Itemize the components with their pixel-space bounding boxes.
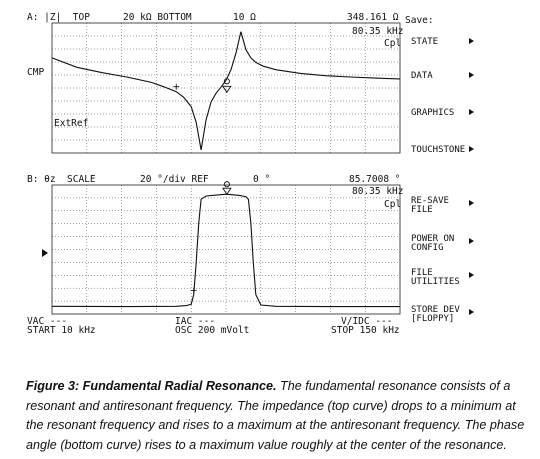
marker-a-symbol <box>223 78 230 85</box>
softkey-3[interactable]: TOUCHSTONE <box>409 145 481 169</box>
impedance-line <box>51 31 401 150</box>
softkey-label-line2: FILE <box>411 205 433 215</box>
softkey-label: TOUCHSTONE <box>411 145 466 155</box>
trace-b-phase <box>51 181 400 308</box>
softkey-6[interactable]: FILE UTILITIES <box>409 268 481 292</box>
phase-line <box>51 193 400 308</box>
footer-osc: OSC 200 mVolt <box>175 325 250 336</box>
panel-a-header-top: 20 kΩ BOTTOM <box>123 12 192 23</box>
caption-text: The fundamental resonance consists of a … <box>26 379 525 452</box>
softkey-label: STATE <box>411 37 439 47</box>
caption-label: Figure 3: Fundamental Radial Resonance. <box>26 379 277 393</box>
softkey-4[interactable]: RE-SAVE FILE <box>409 196 481 220</box>
marker-b-cross-icon <box>190 287 197 294</box>
panel-b-marker-freq: 80.35 kHz <box>352 186 404 197</box>
marker-a-cross-icon <box>173 83 180 90</box>
softkey-5[interactable]: POWER ON CONFIG <box>409 234 481 258</box>
softkey-label: RE-SAVE <box>411 196 449 206</box>
softkey-label: FILE <box>411 268 433 278</box>
marker-b-symbol <box>223 181 230 188</box>
softkey-arrow-icon <box>469 238 474 244</box>
softkey-label-line2: [FLOPPY] <box>411 314 455 324</box>
panel-a-header-bottom: 10 Ω <box>233 12 256 23</box>
softkey-label: DATA <box>411 71 433 81</box>
softkey-1[interactable]: DATA <box>409 71 481 95</box>
softkey-2[interactable]: GRAPHICS <box>409 108 481 132</box>
panel-b-header-scale: 20 °/div REF <box>140 174 209 185</box>
softkey-arrow-icon <box>469 109 474 115</box>
footer-vac: VAC --- <box>27 316 68 327</box>
softkey-arrow-icon <box>469 200 474 206</box>
footer-stop: STOP 150 kHz <box>331 325 400 336</box>
softkey-label-line2: CONFIG <box>411 243 444 253</box>
softkey-0[interactable]: STATE <box>409 37 481 61</box>
panel-b-header-ref: 0 ° <box>253 174 271 185</box>
softkey-arrow-icon <box>469 272 474 278</box>
softkey-arrow-icon <box>469 146 474 152</box>
footer-vidc: V/IDC --- <box>341 316 393 327</box>
panel-a-marker-freq: 80.35 kHz <box>352 26 404 37</box>
softkey-arrow-icon <box>469 72 474 78</box>
panel-b-mode: Cpl <box>384 199 402 210</box>
grid-b <box>51 184 401 315</box>
marker-a-icon <box>222 85 232 94</box>
footer-start: START 10 kHz <box>27 325 96 336</box>
marker-b-icon <box>222 187 232 196</box>
figure-caption: Figure 3: Fundamental Radial Resonance. … <box>26 377 526 455</box>
panel-a-header-left: A: |Z| TOP <box>27 12 90 23</box>
softkey-label-line2: UTILITIES <box>411 277 460 287</box>
panel-b-ref-pointer-icon <box>42 249 48 257</box>
panel-a-cmp-label: CMP <box>27 67 45 78</box>
softkey-title: Save: <box>405 15 434 26</box>
trace-a-impedance <box>51 31 401 150</box>
softkey-7[interactable]: STORE DEV [FLOPPY] <box>409 305 481 329</box>
softkey-arrow-icon <box>469 38 474 44</box>
softkey-arrow-icon <box>469 309 474 315</box>
softkey-label: POWER ON <box>411 234 455 244</box>
footer-iac: IAC --- <box>175 316 216 327</box>
softkey-label: STORE DEV <box>411 305 460 315</box>
softkey-label: GRAPHICS <box>411 108 455 118</box>
panel-b-marker-value: 85.7008 ° <box>349 174 401 185</box>
panel-a-marker-value: 348.161 Ω <box>347 12 399 23</box>
panel-a-extref-label: ExtRef <box>54 118 89 129</box>
panel-a-mode: Cpl <box>384 38 402 49</box>
panel-b-header-left: B: θz SCALE <box>27 174 96 185</box>
grid-a <box>51 22 401 154</box>
